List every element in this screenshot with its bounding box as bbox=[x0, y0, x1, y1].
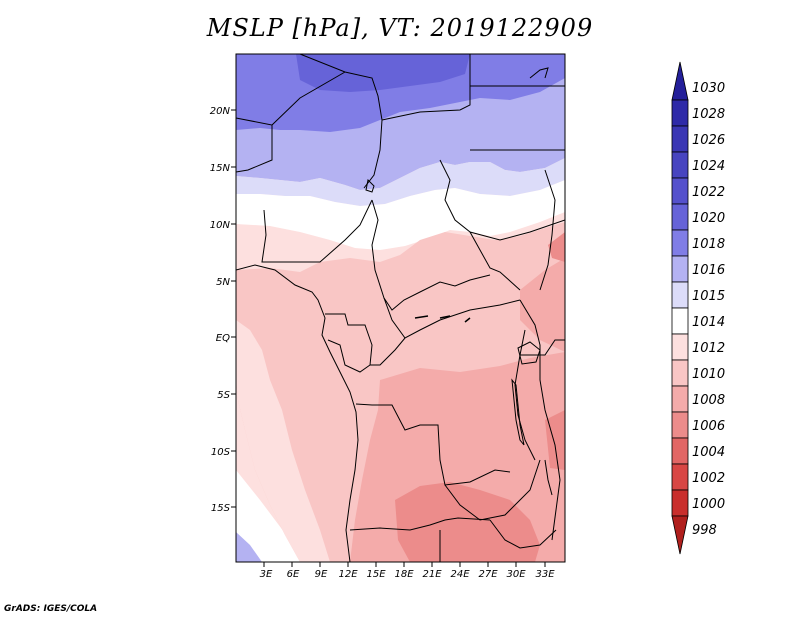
pressure-field bbox=[236, 54, 565, 562]
colorbar-swatch bbox=[671, 203, 689, 231]
colorbar-swatch bbox=[671, 61, 689, 101]
border-nigeria bbox=[261, 199, 373, 263]
lake-victoria bbox=[517, 341, 541, 365]
colorbar-label: 1008 bbox=[692, 393, 725, 408]
colorbar-swatch bbox=[671, 515, 689, 555]
border-east-1 bbox=[519, 299, 561, 541]
colorbar-swatch bbox=[671, 489, 689, 517]
field-1006-tanzania bbox=[545, 410, 565, 470]
border-sahara-3 bbox=[236, 117, 273, 173]
colorbar-swatch bbox=[671, 177, 689, 205]
colorbar-swatch bbox=[671, 437, 689, 465]
lon-tick-label: 3E bbox=[260, 569, 273, 580]
field-1015-band bbox=[236, 158, 565, 206]
border-sahara-1 bbox=[299, 54, 383, 189]
colorbar-label: 1004 bbox=[692, 445, 725, 460]
lat-tick-label: 10N bbox=[210, 220, 231, 231]
field-1006-zambia bbox=[395, 482, 540, 562]
lon-tick-label: 9E bbox=[315, 569, 328, 580]
border-sudan-ss bbox=[469, 219, 565, 241]
colorbar-label: 1012 bbox=[692, 341, 725, 356]
field-1014-band bbox=[236, 180, 565, 250]
lon-tick-label: 12E bbox=[338, 569, 358, 580]
lon-tick-label: 30E bbox=[506, 569, 526, 580]
colorbar-swatch bbox=[671, 359, 689, 387]
colorbar-label: 1014 bbox=[692, 315, 725, 330]
colorbar-label: 1006 bbox=[692, 419, 725, 434]
lake-chad bbox=[365, 178, 375, 193]
field-1020-north bbox=[296, 54, 470, 92]
colorbar-label: 1020 bbox=[692, 211, 725, 226]
colorbar-label: 1010 bbox=[692, 367, 725, 382]
border-gabon-congo bbox=[325, 313, 373, 373]
coast-red-sea bbox=[529, 67, 549, 79]
lat-tick-label: 5N bbox=[216, 277, 230, 288]
lon-tick-label: 27E bbox=[478, 569, 498, 580]
colorbar-label: 1016 bbox=[692, 263, 725, 278]
border-angola-namibia bbox=[349, 517, 491, 531]
colorbar-swatch bbox=[671, 385, 689, 413]
map-title: MSLP [hPa], VT: 2019122909 bbox=[206, 14, 594, 42]
colorbar-swatch bbox=[671, 281, 689, 309]
lon-tick-label: 15E bbox=[366, 569, 386, 580]
lake-tanganyika bbox=[511, 378, 525, 446]
colorbar-label: 1030 bbox=[692, 81, 725, 96]
coastline-west bbox=[236, 264, 359, 562]
lon-tick-label: 24E bbox=[450, 569, 470, 580]
colorbar-label: 1018 bbox=[692, 237, 725, 252]
lon-tick-label: 33E bbox=[535, 569, 555, 580]
grads-credit: GrADS: IGES/COLA bbox=[4, 604, 98, 614]
border-sudan-eth bbox=[539, 169, 556, 291]
lat-tick-label: EQ bbox=[216, 333, 230, 344]
country-borders bbox=[236, 54, 565, 562]
border-east-2 bbox=[520, 339, 565, 356]
colorbar-label: 998 bbox=[692, 523, 717, 538]
colorbar-swatch bbox=[671, 307, 689, 335]
lat-tick-label: 10S bbox=[211, 447, 231, 458]
lon-tick-label: 18E bbox=[394, 569, 414, 580]
lat-tick-label: 15N bbox=[210, 163, 231, 174]
border-cameroon bbox=[371, 199, 491, 311]
colorbar-label: 1024 bbox=[692, 159, 725, 174]
colorbar-label: 1028 bbox=[692, 107, 725, 122]
border-congo-drc bbox=[370, 337, 406, 366]
colorbar-swatch bbox=[671, 229, 689, 257]
lat-axis: 20N 15N 10N 5N EQ 5S 10S 15S bbox=[210, 106, 236, 514]
colorbar-swatch bbox=[671, 255, 689, 283]
field-1016-southwest bbox=[236, 532, 262, 562]
colorbar-swatch bbox=[671, 411, 689, 439]
colorbar-label: 1015 bbox=[692, 289, 725, 304]
colorbar-swatch bbox=[671, 151, 689, 179]
field-1008-east bbox=[520, 258, 565, 352]
border-car-drc bbox=[383, 297, 521, 339]
border-niger-chad bbox=[381, 54, 471, 121]
border-zimb bbox=[489, 519, 557, 549]
river-congo bbox=[414, 315, 471, 323]
border-sahara-2 bbox=[271, 71, 346, 126]
border-east-3 bbox=[514, 329, 536, 461]
border-zambia bbox=[444, 459, 541, 521]
border-drc-angola bbox=[355, 403, 511, 486]
map-frame bbox=[235, 53, 566, 563]
colorbar-swatch bbox=[671, 463, 689, 491]
colorbar-label: 1022 bbox=[692, 185, 725, 200]
colorbar-label: 1000 bbox=[692, 497, 725, 512]
field-1012-coastal bbox=[236, 320, 330, 562]
field-1014-southwest bbox=[236, 470, 310, 562]
field-1006-east bbox=[548, 232, 565, 262]
colorbar-label: 1002 bbox=[692, 471, 725, 486]
lon-axis: 3E 6E 9E 12E 15E 18E 21E 24E 27E 30E 33E bbox=[260, 562, 555, 580]
colorbar-swatch bbox=[671, 333, 689, 361]
lat-tick-label: 5S bbox=[217, 390, 230, 401]
lon-tick-label: 6E bbox=[287, 569, 300, 580]
colorbar-swatch bbox=[671, 125, 689, 153]
lake-malawi bbox=[544, 459, 553, 496]
lat-tick-label: 20N bbox=[210, 106, 231, 117]
colorbar: 1030 1028 1026 1024 1022 1020 1018 1016 1015 1014… bbox=[671, 61, 725, 555]
colorbar-label: 1026 bbox=[692, 133, 725, 148]
lat-tick-label: 15S bbox=[211, 503, 231, 514]
lon-tick-label: 21E bbox=[422, 569, 442, 580]
colorbar-swatch bbox=[671, 99, 689, 127]
